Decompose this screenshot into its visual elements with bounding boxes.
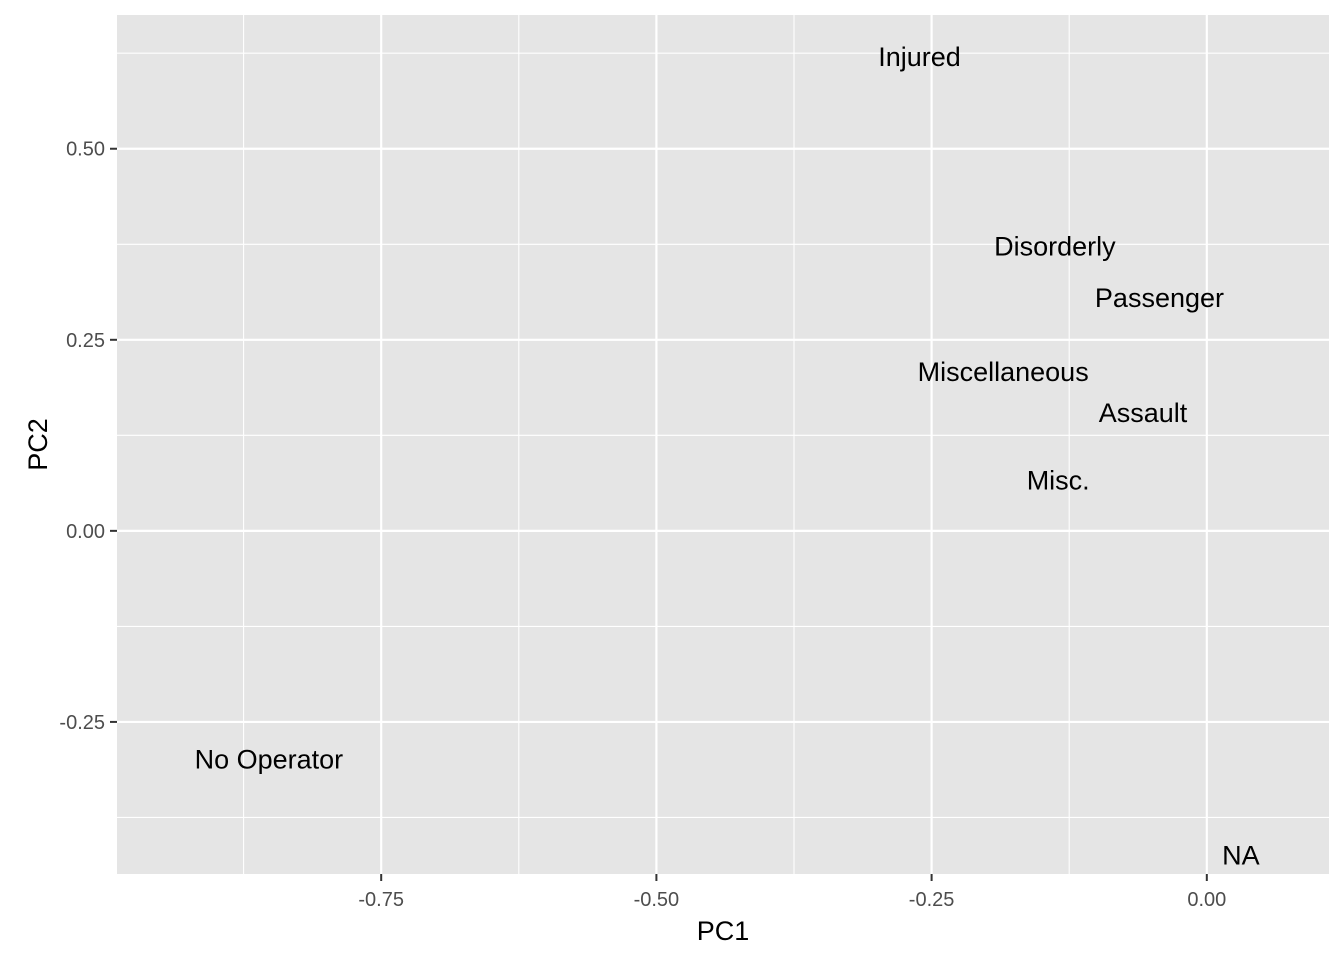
y-tick-label: -0.25 [59, 712, 105, 734]
x-axis: -0.75 -0.50 -0.25 0.00 [358, 874, 1226, 911]
point-label: Passenger [1095, 283, 1224, 313]
y-tick-label: 0.25 [66, 330, 105, 352]
x-tick-label: 0.00 [1187, 889, 1226, 911]
y-axis: -0.25 0.00 0.25 0.50 [59, 139, 117, 734]
point-labels: Injured Disorderly Passenger Miscellaneous A… [195, 42, 1260, 871]
point-label: Miscellaneous [918, 357, 1089, 387]
point-label: Disorderly [994, 232, 1116, 262]
point-label: Misc. [1027, 465, 1090, 495]
grid-minor [117, 15, 1329, 874]
x-axis-title: PC1 [697, 916, 750, 946]
x-tick-label: -0.75 [358, 889, 404, 911]
x-tick-label: -0.50 [634, 889, 680, 911]
x-tick-label: -0.25 [909, 889, 955, 911]
point-label: Injured [878, 42, 961, 72]
y-tick-label: 0.50 [66, 139, 105, 161]
point-label: No Operator [195, 744, 344, 774]
point-label: NA [1222, 841, 1260, 871]
point-label: Assault [1099, 398, 1188, 428]
y-axis-title: PC2 [23, 418, 53, 471]
grid-major [117, 15, 1329, 874]
plot-panel [117, 15, 1329, 874]
y-tick-label: 0.00 [66, 521, 105, 543]
